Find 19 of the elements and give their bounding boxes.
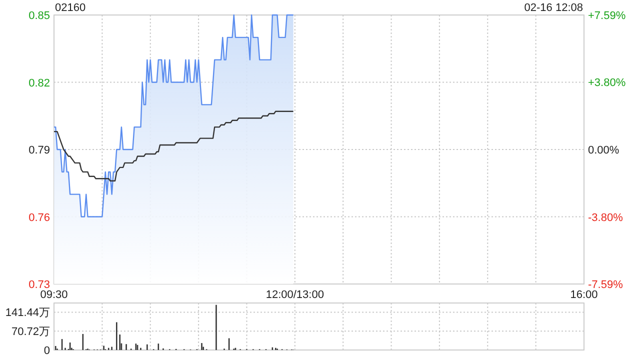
x-tick-label: 09:30 [40, 289, 68, 301]
y2-tick-label: -7.59% [588, 279, 624, 291]
y-tick-label: 0.85 [28, 10, 50, 22]
y-tick-label: 0.82 [28, 77, 50, 90]
y-tick-label: 0.76 [28, 212, 50, 224]
y2-tick-label: +7.59% [588, 10, 626, 22]
y-tick-label: 141.44万 [5, 307, 50, 320]
y-tick-label: 70.72万 [11, 326, 50, 338]
y2-tick-label: -3.80% [588, 212, 624, 224]
y2-tick-label: +3.80% [588, 77, 626, 90]
y-tick-label: 0 [44, 345, 50, 357]
x-tick-label: 12:00/13:00 [266, 289, 324, 301]
text: 02-16 12:08 [524, 2, 583, 14]
y-tick-label: 0.73 [28, 279, 50, 291]
x-tick-label: 16:00 [570, 289, 598, 301]
y2-tick-label: 0.00% [588, 144, 620, 156]
chart-title: 02160 [55, 2, 86, 14]
y-tick-label: 0.79 [28, 144, 50, 156]
line-series [53, 110, 294, 182]
